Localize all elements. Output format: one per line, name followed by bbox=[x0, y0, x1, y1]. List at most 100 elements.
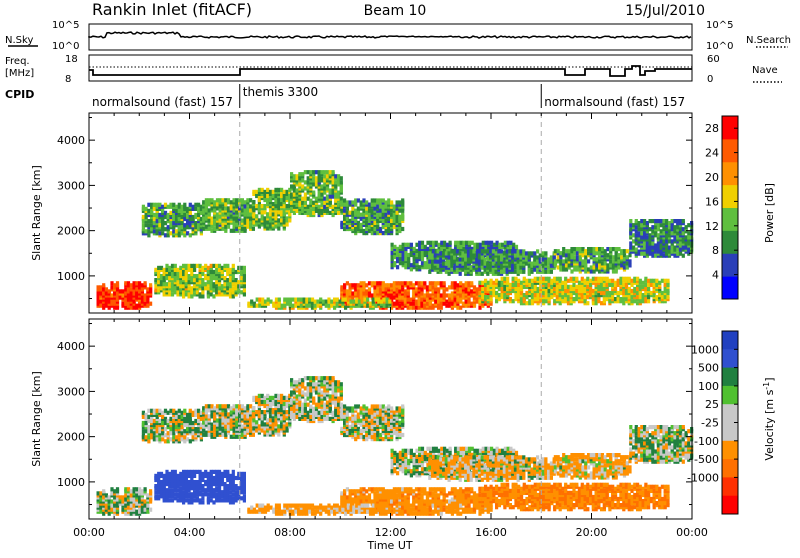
velocity-cell bbox=[97, 491, 100, 495]
velocity-cell bbox=[105, 504, 108, 508]
freq-tick-top: 18 bbox=[65, 54, 78, 65]
power-cell bbox=[568, 249, 571, 253]
power-cell bbox=[176, 276, 179, 280]
power-cell bbox=[349, 283, 352, 287]
power-cell bbox=[519, 249, 522, 253]
power-cell bbox=[487, 287, 490, 291]
power-cell bbox=[478, 306, 481, 310]
power-cell bbox=[439, 251, 442, 255]
power-cell bbox=[351, 291, 354, 295]
power-cell bbox=[456, 270, 459, 274]
power-cell bbox=[312, 211, 315, 215]
power-cell bbox=[501, 293, 504, 297]
power-cell bbox=[360, 217, 363, 221]
power-cell bbox=[608, 291, 611, 295]
power-cell bbox=[478, 299, 481, 303]
power-cell bbox=[223, 264, 226, 268]
power-cell bbox=[429, 293, 432, 297]
power-cell bbox=[534, 287, 537, 291]
power-cell bbox=[534, 277, 537, 281]
power-cell bbox=[277, 226, 280, 230]
power-cell bbox=[312, 176, 315, 180]
power-cell bbox=[448, 255, 451, 259]
power-cell bbox=[531, 279, 534, 283]
power-cell bbox=[193, 292, 196, 296]
power-cell bbox=[598, 255, 601, 259]
power-cell bbox=[351, 283, 354, 287]
power-cell bbox=[575, 277, 578, 281]
power-cell bbox=[550, 255, 553, 259]
power-cell bbox=[606, 263, 609, 267]
power-cell bbox=[169, 231, 172, 235]
power-cell bbox=[193, 284, 196, 288]
power-cell bbox=[500, 264, 503, 268]
y-tick-label: 2000 bbox=[57, 225, 85, 238]
power-cell bbox=[660, 229, 663, 233]
velocity-cell bbox=[130, 493, 133, 497]
power-cell bbox=[630, 289, 633, 293]
power-cell bbox=[410, 243, 413, 247]
power-cell bbox=[382, 281, 385, 285]
power-cell bbox=[459, 293, 462, 297]
power-cell bbox=[506, 277, 509, 281]
power-cell bbox=[399, 245, 402, 249]
power-cell bbox=[586, 281, 589, 285]
power-cell bbox=[450, 264, 453, 268]
power-cell bbox=[249, 212, 252, 216]
power-cell bbox=[640, 227, 643, 231]
power-cell bbox=[490, 245, 493, 249]
power-cell bbox=[258, 196, 261, 200]
power-cell bbox=[478, 291, 481, 295]
power-cell bbox=[478, 287, 481, 291]
power-cell bbox=[361, 298, 364, 302]
velocity-cell bbox=[121, 499, 124, 503]
power-cell bbox=[267, 298, 270, 302]
power-cell bbox=[391, 255, 394, 259]
power-cell bbox=[679, 219, 682, 223]
nave-label: Nave bbox=[752, 65, 778, 76]
power-cell bbox=[102, 283, 105, 287]
power-cell bbox=[252, 200, 255, 204]
power-cell bbox=[171, 282, 174, 286]
power-cell bbox=[456, 262, 459, 266]
power-cell bbox=[665, 219, 668, 223]
power-cell bbox=[336, 302, 339, 306]
velocity-cell bbox=[176, 492, 179, 496]
power-cell bbox=[199, 284, 202, 288]
velocity-cell bbox=[176, 482, 179, 486]
power-cell bbox=[286, 222, 289, 226]
power-cell bbox=[221, 223, 224, 227]
power-cell bbox=[517, 279, 520, 283]
power-cell bbox=[344, 306, 347, 310]
power-cell bbox=[562, 247, 565, 251]
power-cell bbox=[105, 298, 108, 302]
power-cell bbox=[161, 205, 164, 209]
power-cell bbox=[418, 265, 421, 269]
power-cell bbox=[229, 268, 232, 272]
power-cell bbox=[482, 241, 485, 245]
power-cell bbox=[274, 194, 277, 198]
power-cell bbox=[657, 223, 660, 227]
power-cell bbox=[357, 221, 360, 225]
power-cell bbox=[290, 172, 293, 176]
velocity-cell bbox=[130, 512, 133, 516]
power-cell bbox=[418, 306, 421, 310]
power-cell bbox=[283, 304, 286, 308]
power-cell bbox=[629, 219, 632, 223]
velocity-cell bbox=[201, 500, 204, 504]
velocity-cell bbox=[215, 486, 218, 490]
power-cell bbox=[232, 290, 235, 294]
velocity-cell bbox=[199, 470, 202, 474]
power-cell bbox=[314, 304, 317, 308]
power-cell bbox=[598, 269, 601, 273]
power-cell bbox=[221, 206, 224, 210]
power-cell bbox=[531, 283, 534, 287]
power-cell bbox=[360, 293, 363, 297]
power-colorbar-band bbox=[722, 162, 738, 185]
power-cell bbox=[374, 304, 377, 308]
velocity-cell bbox=[210, 498, 213, 502]
y-tick-label: 1000 bbox=[57, 270, 85, 283]
power-cell bbox=[283, 196, 286, 200]
power-cell bbox=[561, 299, 564, 303]
power-cell bbox=[561, 285, 564, 289]
